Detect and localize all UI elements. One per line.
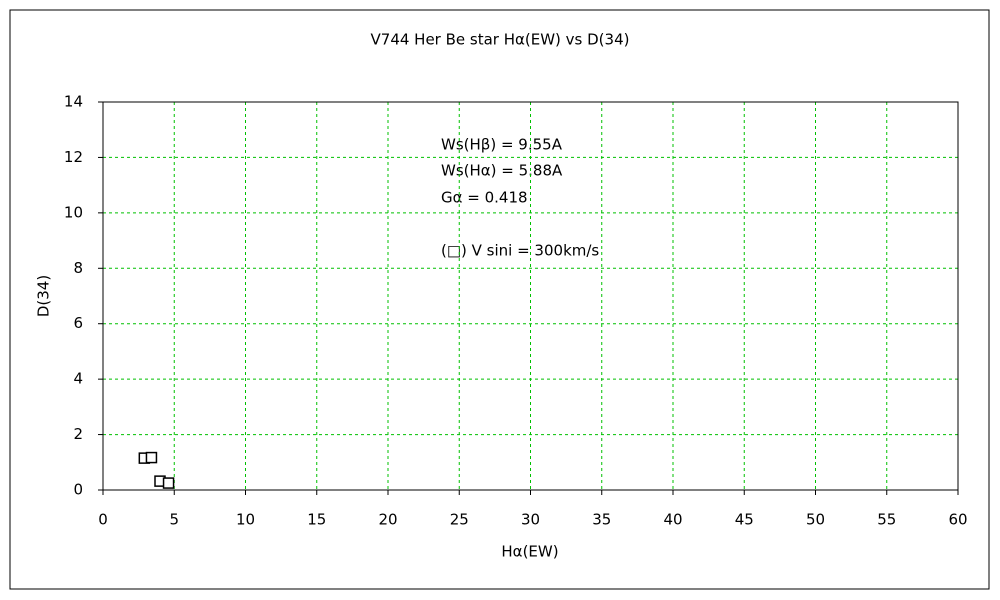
x-tick-label: 25 — [450, 511, 469, 529]
x-tick-label: 45 — [735, 511, 754, 529]
x-tick-label: 30 — [521, 511, 540, 529]
chart-title: V744 Her Be star Hα(EW) vs D(34) — [371, 31, 630, 49]
y-tick-label: 4 — [73, 370, 83, 388]
y-axis-label: D(34) — [35, 275, 53, 317]
y-tick-label: 14 — [64, 93, 83, 111]
chart-frame — [9, 9, 990, 590]
plot-frame — [102, 101, 959, 491]
y-tick-label: 6 — [73, 314, 83, 332]
point — [145, 451, 158, 464]
y-tick-label: 10 — [64, 203, 83, 221]
y-tick-label: 0 — [73, 481, 83, 499]
point — [162, 477, 175, 489]
x-axis-label: Hα(EW) — [501, 543, 558, 561]
annotation: Ws(Hα) = 5.88A — [441, 162, 563, 180]
y-tick-label: 2 — [73, 425, 83, 443]
x-tick-label: 60 — [948, 511, 967, 529]
x-tick-label: 15 — [307, 511, 326, 529]
x-tick-label: 0 — [98, 511, 108, 529]
x-tick-label: 5 — [169, 511, 179, 529]
annotation: Ws(Hβ) = 9.55A — [441, 136, 563, 154]
x-tick-label: 40 — [663, 511, 682, 529]
x-tick-label: 55 — [877, 511, 896, 529]
annotation: (□) V sini = 300km/s — [441, 242, 599, 260]
annotation: Gα = 0.418 — [441, 189, 528, 207]
x-tick-label: 35 — [592, 511, 611, 529]
x-tick-label: 50 — [806, 511, 825, 529]
x-tick-label: 20 — [378, 511, 397, 529]
y-tick-label: 12 — [64, 148, 83, 166]
x-tick-label: 10 — [236, 511, 255, 529]
y-tick-label: 8 — [73, 259, 83, 277]
